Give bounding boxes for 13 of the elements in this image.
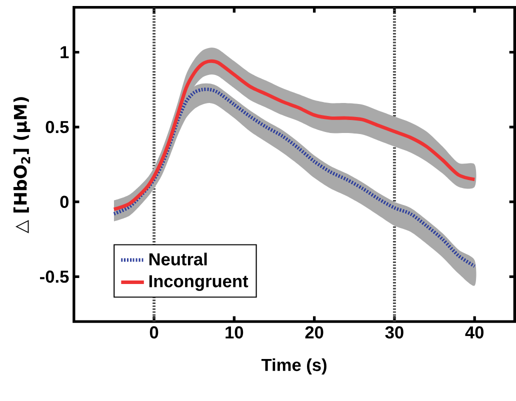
legend-label: Neutral	[149, 252, 207, 266]
y-tick-label: 0.5	[46, 120, 69, 133]
y-tick-label: 0	[60, 195, 68, 208]
x-tick-label: 20	[305, 326, 324, 338]
y-axis-title: △ [HbO$_{2}$] (μM)	[13, 96, 30, 234]
x-tick-label: 40	[465, 326, 484, 338]
x-tick-label: 0	[150, 326, 158, 338]
x-tick-label: 10	[226, 326, 244, 338]
legend-label: Incongruent	[149, 275, 248, 291]
x-axis-title: Time (s)	[261, 358, 326, 374]
x-tick-label: 30	[385, 326, 404, 338]
y-tick-label: 1	[60, 46, 69, 58]
y-tick-label: -0.5	[40, 270, 69, 283]
